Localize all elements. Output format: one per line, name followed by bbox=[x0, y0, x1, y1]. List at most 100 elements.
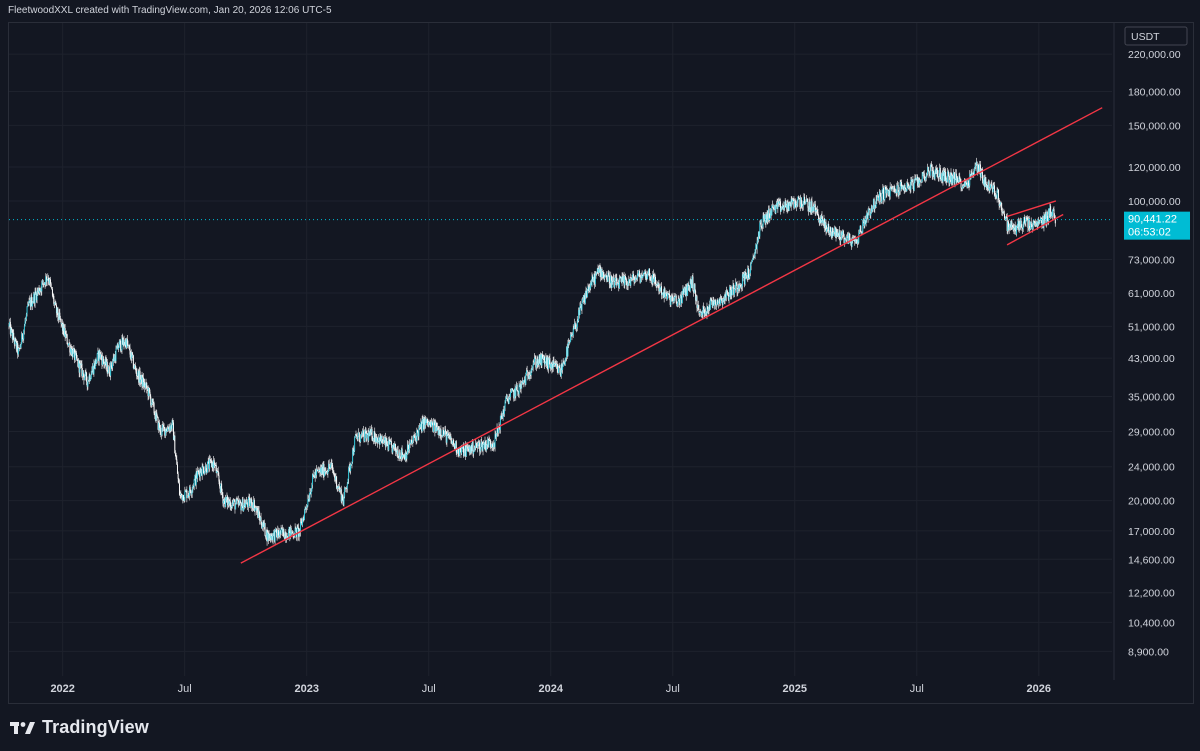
candle-body bbox=[113, 357, 115, 361]
candle-body bbox=[763, 215, 765, 219]
candle-body bbox=[473, 451, 475, 454]
candle-body bbox=[721, 301, 723, 305]
candle-body bbox=[182, 495, 184, 501]
candle-body bbox=[28, 300, 30, 305]
candle-body bbox=[696, 296, 698, 308]
candle-body bbox=[656, 284, 658, 287]
candle-body bbox=[358, 432, 360, 437]
wedge-upper-line[interactable] bbox=[1006, 200, 1057, 218]
candle-body bbox=[425, 419, 427, 425]
candle-body bbox=[786, 204, 788, 208]
candle-body bbox=[598, 269, 600, 273]
candle-body bbox=[759, 222, 761, 237]
candle-body bbox=[336, 486, 338, 489]
candle-body bbox=[121, 337, 123, 350]
candle-body bbox=[172, 422, 174, 440]
chart-frame[interactable] bbox=[8, 22, 1194, 704]
candle-body bbox=[367, 433, 369, 441]
candle-body bbox=[402, 454, 404, 458]
candle-body bbox=[634, 279, 636, 283]
candle-body bbox=[915, 178, 917, 180]
candle-body bbox=[295, 527, 297, 529]
wedge-lower-line[interactable] bbox=[1006, 213, 1064, 246]
candle-body bbox=[703, 306, 705, 310]
candle-body bbox=[416, 430, 418, 442]
candle-body bbox=[503, 408, 505, 414]
candle-body bbox=[233, 500, 235, 504]
candle-body bbox=[999, 202, 1001, 205]
candle-body bbox=[983, 178, 985, 185]
trendlines[interactable] bbox=[9, 107, 1112, 564]
candle-body bbox=[451, 440, 453, 444]
candle-body bbox=[908, 186, 910, 189]
candle-body bbox=[923, 173, 925, 177]
candle-body bbox=[709, 298, 711, 310]
candle-body bbox=[215, 464, 217, 466]
candle-body bbox=[65, 334, 67, 336]
candle-body bbox=[98, 351, 100, 362]
candle-body bbox=[364, 429, 366, 432]
candle-body bbox=[823, 218, 825, 224]
candle-body bbox=[920, 181, 922, 183]
candle-body bbox=[116, 348, 118, 350]
candle-body bbox=[921, 181, 923, 183]
candle-body bbox=[652, 274, 654, 278]
candle-body bbox=[952, 176, 954, 184]
candle-body bbox=[297, 526, 299, 528]
candle-body bbox=[114, 355, 116, 361]
candle-body bbox=[55, 302, 57, 306]
candle-body bbox=[199, 472, 201, 477]
candle-body bbox=[1001, 207, 1003, 213]
candle-body bbox=[571, 334, 573, 337]
candle-body bbox=[544, 356, 546, 365]
candle-body bbox=[376, 437, 378, 444]
candle-body bbox=[431, 421, 433, 425]
candle-body bbox=[711, 301, 713, 307]
candle-body bbox=[132, 355, 134, 357]
candle-body bbox=[956, 177, 958, 183]
candle-body bbox=[73, 348, 75, 351]
candle-body bbox=[794, 200, 796, 204]
candle-body bbox=[556, 364, 558, 369]
candle-body bbox=[368, 432, 370, 437]
candle-body bbox=[47, 277, 49, 280]
y-tick-label: 35,000.00 bbox=[1128, 391, 1175, 403]
candle-body bbox=[790, 202, 792, 207]
candle-body bbox=[191, 489, 193, 494]
candle-body bbox=[830, 227, 832, 232]
candle-body bbox=[574, 322, 576, 329]
candle-body bbox=[651, 278, 653, 284]
candle-body bbox=[308, 499, 310, 502]
candle-body bbox=[936, 170, 938, 174]
candle-body bbox=[199, 469, 201, 477]
y-tick-label: 220,000.00 bbox=[1128, 49, 1181, 61]
candle-body bbox=[287, 538, 289, 540]
candle-body bbox=[1047, 217, 1049, 221]
candle-body bbox=[433, 420, 435, 423]
candle-body bbox=[108, 366, 110, 373]
candle-body bbox=[71, 348, 73, 355]
candle-body bbox=[990, 184, 992, 186]
candle-body bbox=[386, 444, 388, 446]
tradingview-logo[interactable]: TradingView bbox=[10, 717, 149, 738]
long-term-support-line[interactable] bbox=[240, 107, 1103, 564]
candle-body bbox=[789, 202, 791, 204]
candle-body bbox=[882, 187, 884, 200]
candle-body bbox=[378, 437, 380, 445]
candle-body bbox=[747, 268, 749, 279]
candle-body bbox=[470, 444, 472, 453]
candle-body bbox=[308, 497, 310, 502]
candle-body bbox=[257, 508, 259, 518]
candle-body bbox=[105, 358, 107, 367]
y-tick-label: 73,000.00 bbox=[1128, 255, 1175, 267]
candle-body bbox=[439, 429, 441, 435]
candle-body bbox=[680, 295, 682, 298]
candle-body bbox=[84, 372, 86, 378]
candle-body bbox=[219, 481, 221, 487]
candle-body bbox=[620, 277, 622, 279]
candle-body bbox=[483, 443, 485, 448]
candle-body bbox=[351, 462, 353, 465]
candle-body bbox=[699, 311, 701, 313]
candle-body bbox=[314, 475, 316, 478]
